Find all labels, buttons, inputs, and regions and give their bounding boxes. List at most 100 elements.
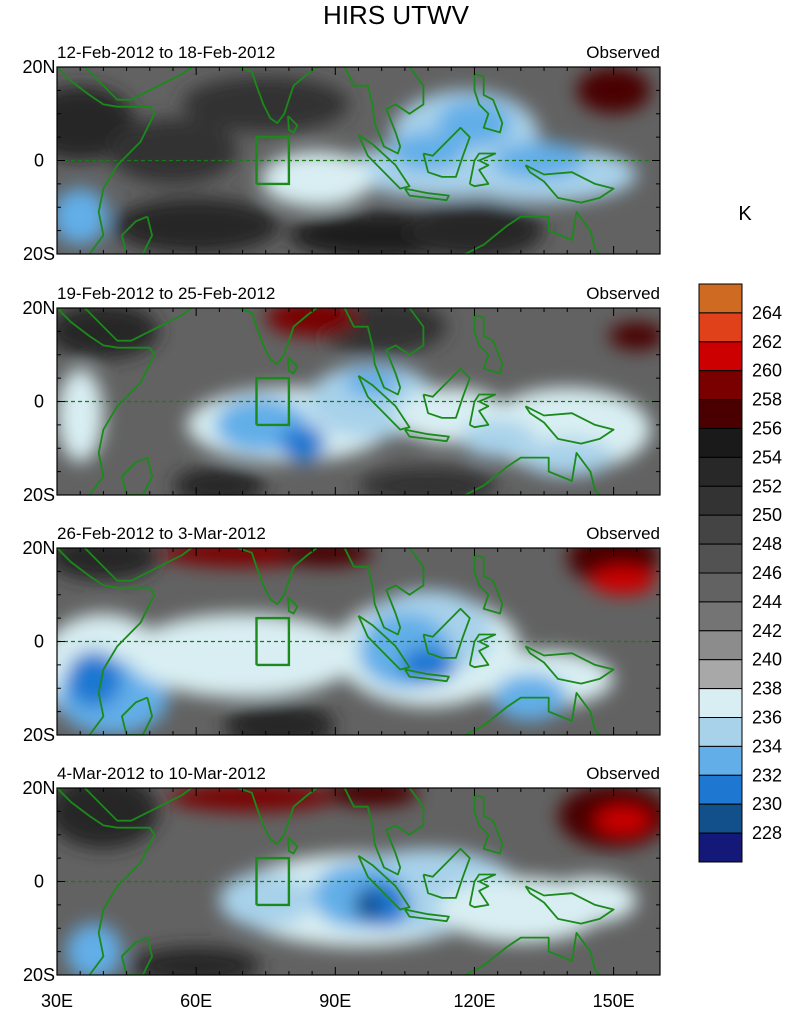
field-blob [576,67,651,114]
colorbar-box [698,774,743,805]
colorbar-label: 242 [752,621,782,641]
coastline [524,885,615,925]
field-blob [493,141,586,180]
coastline [121,215,154,254]
coastline [343,548,425,636]
coastline [121,936,154,975]
coastline [84,548,193,582]
coastline [473,554,504,615]
x-tick-label: 60E [180,991,212,1011]
colorbar-box [698,543,743,574]
coastline [84,788,193,822]
field-blob [437,99,512,147]
coastline [357,615,411,671]
coastline [473,314,504,375]
coastline [84,67,193,101]
coastline [477,525,484,539]
colorbar-label: 260 [752,361,782,381]
heatmap-field [57,44,660,254]
y-tick-label: 20N [22,298,55,318]
field-blob [390,132,466,170]
panel-label: Observed [586,764,660,783]
colorbar-units: K [738,203,752,225]
colorbar-box [698,341,743,372]
colorbar-box [698,659,743,690]
field-blob [57,188,109,245]
y-tick-label: 20N [22,57,55,77]
coastline [404,428,450,443]
colorbar-label: 240 [752,650,782,670]
panel-period: 4-Mar-2012 to 10-Mar-2012 [57,764,266,783]
colorbar-box [698,283,743,314]
field-blob [224,702,336,735]
colorbar-label: 244 [752,592,782,612]
coastline [463,932,601,975]
field-blob [344,368,401,397]
field-blob [112,197,280,254]
colorbar-box [698,572,743,603]
colorbar-label: 254 [752,447,782,467]
colorbar-box [698,312,743,343]
coastline [477,44,484,58]
coastline [237,788,318,845]
coastline [524,405,615,445]
colorbar-box [698,485,743,516]
coastline [468,873,497,909]
coastline [422,367,471,419]
colorbar-label: 250 [752,505,782,525]
panel-2: 20N 0 20S 19-Feb-2012 to 25-Feb-2012 Observe… [22,284,661,505]
y-tick-label: 20S [23,485,55,505]
colorbar-box [698,370,743,401]
field-blob [172,466,266,495]
y-tick-label: 0 [34,872,44,892]
panel-label: Observed [586,284,660,303]
coastline [463,451,601,495]
heatmap-field [57,788,660,975]
panel-label: Observed [586,524,660,543]
coastline [357,855,411,911]
field-blob [219,872,313,929]
field-blob [66,650,122,707]
panel-period: 19-Feb-2012 to 25-Feb-2012 [57,284,275,303]
colorbar-label: 230 [752,794,782,814]
coastline [237,548,318,605]
colorbar-label: 248 [752,534,782,554]
colorbar-box [698,601,743,632]
colorbar-box [698,399,743,430]
coastline [477,285,484,299]
x-tick-label: 150E [593,991,635,1011]
colorbar-box [698,803,743,834]
colorbar-label: 238 [752,679,782,699]
colorbar-box [698,688,743,718]
coastline [287,596,299,615]
coastline [422,847,471,899]
coastline [357,134,411,190]
coastline [404,908,450,923]
y-tick-label: 20S [23,965,55,985]
coastline [524,164,615,204]
field-blob [595,806,651,835]
colorbar: 264 262 260 258 256 254 252 250 248 246 244 242 240 2… [698,283,782,863]
field-blob [168,788,336,812]
field-blob [544,876,637,924]
target-box [255,135,291,186]
coastline [473,73,504,134]
colorbar-box [698,456,743,487]
coastline [57,308,156,495]
coastline [422,126,471,178]
coastline [468,152,497,188]
field-blob [279,548,373,567]
field-blob [57,548,160,581]
coastline [121,456,154,495]
colorbar-label: 234 [752,736,782,756]
y-tick-label: 0 [34,632,44,652]
field-blob [265,308,359,337]
y-tick-label: 0 [34,392,44,412]
colorbar-label: 264 [752,303,782,323]
coastline [343,308,425,396]
field-blob [126,613,359,698]
x-tick-label: 30E [41,991,73,1011]
heatmap-field [57,525,660,735]
coastline [357,375,411,431]
coastline [57,788,156,975]
